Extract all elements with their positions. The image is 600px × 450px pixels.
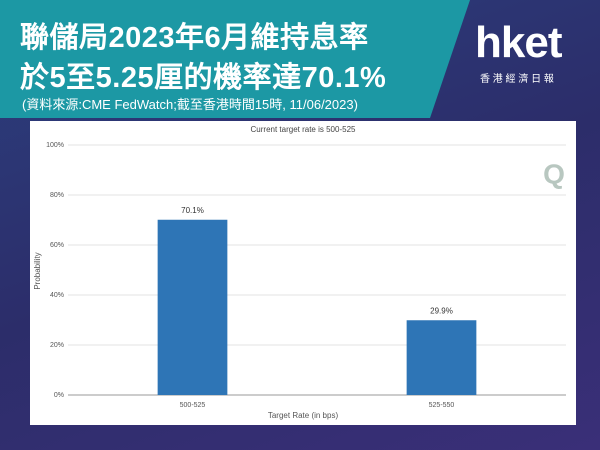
bar	[406, 320, 477, 395]
y-axis-label: Probability	[33, 252, 42, 289]
bar	[157, 219, 228, 395]
banner-bg	[0, 0, 470, 118]
y-tick-label: 60%	[50, 242, 64, 249]
y-tick-label: 80%	[50, 192, 64, 199]
y-tick-label: 20%	[50, 342, 64, 349]
value-label: 29.9%	[430, 306, 453, 315]
logo-subtitle: 香 港 經 濟 日 報	[480, 74, 554, 85]
value-label: 70.1%	[181, 206, 204, 215]
y-tick-label: 100%	[46, 142, 64, 149]
banner	[0, 0, 470, 118]
x-axis-label: Target Rate (in bps)	[268, 411, 339, 420]
chart-title: Current target rate is 500-525	[251, 125, 356, 134]
x-tick-label: 525-550	[429, 402, 455, 409]
logo: hket	[475, 18, 562, 67]
watermark: Q	[543, 158, 565, 189]
y-tick-label: 0%	[54, 392, 64, 399]
y-tick-label: 40%	[50, 292, 64, 299]
headline: 聯儲局2023年6月維持息率	[20, 22, 369, 54]
headline: 於5至5.25厘的機率達70.1%	[20, 62, 387, 94]
chart-bg	[30, 121, 576, 425]
chart: Current target rate is 500-525 Q Target …	[30, 121, 576, 425]
source: (資料來源:CME FedWatch;截至香港時間15時, 11/06/2023…	[22, 97, 358, 112]
x-tick-label: 500-525	[180, 402, 206, 409]
